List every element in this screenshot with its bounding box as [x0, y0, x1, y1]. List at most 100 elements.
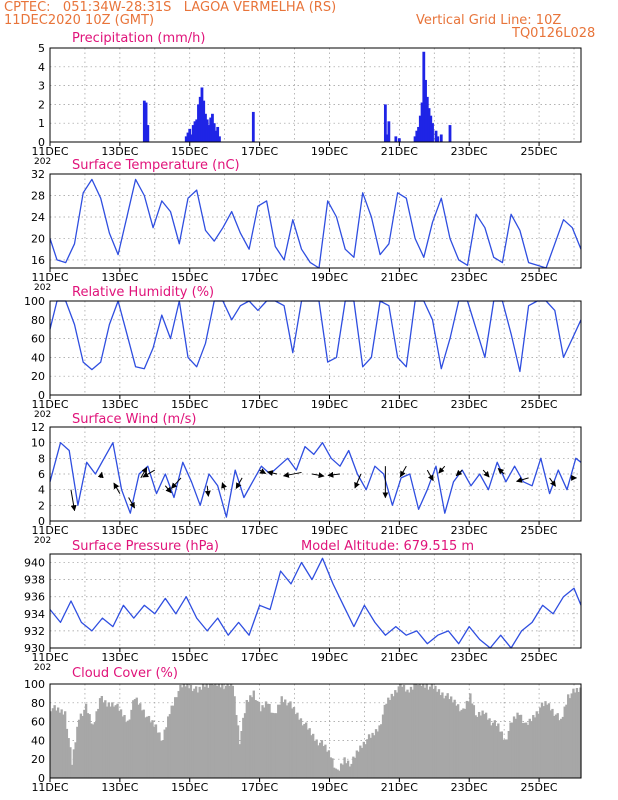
wind-xtick-label: 23DEC — [451, 524, 488, 537]
cloud-ytick-label: 20 — [31, 753, 45, 766]
cloud-bar — [329, 757, 332, 778]
cloud-bar — [463, 708, 467, 778]
cloud-bar — [385, 703, 388, 778]
cloud-bar — [469, 693, 472, 778]
cloud-bar — [135, 697, 138, 778]
cloud-bar — [151, 720, 154, 778]
precip-year-stub: 202 — [34, 157, 51, 167]
temp-ytick-label: 16 — [31, 254, 45, 267]
cloud-bar — [352, 756, 355, 778]
cloud-bar — [158, 732, 161, 778]
cloud-bar — [86, 713, 90, 778]
precip-bar — [434, 130, 438, 142]
precip-bar — [144, 102, 148, 142]
cloud-bar — [402, 684, 406, 778]
cloud-bar — [456, 704, 460, 778]
cloud-bar — [437, 689, 441, 778]
cloud-bar — [83, 709, 86, 778]
cloud-bar — [77, 719, 81, 778]
cloud-bar — [343, 757, 346, 778]
cloud-bar — [284, 699, 287, 778]
pressure-xtick-label: 25DEC — [521, 651, 558, 664]
cloud-bar — [63, 711, 67, 778]
cloud-bar — [91, 724, 95, 778]
cloud-bar — [512, 716, 516, 778]
cloud-bar — [306, 729, 310, 778]
precip-bar — [436, 136, 440, 142]
rh-year-stub: 202 — [34, 410, 51, 420]
cloud-bar — [102, 702, 105, 778]
rh-ytick-label: 20 — [31, 370, 45, 383]
pressure-ytick-label: 936 — [24, 591, 45, 604]
precip-bar — [204, 113, 207, 142]
precip-bar — [413, 136, 417, 142]
precip-bar — [188, 128, 192, 142]
wind-ytick-label: 0 — [38, 515, 45, 528]
cloud-bar — [511, 722, 514, 778]
cloud-bar — [278, 704, 282, 778]
cloud-bar — [308, 728, 311, 778]
cloud-bar — [526, 724, 530, 778]
cloud-bar — [72, 749, 76, 778]
header-station: CPTEC: 051:34W-28:31S LAGOA VERMELHA (RS… — [4, 0, 337, 15]
cloud-bar — [362, 741, 366, 778]
header-date: 11DEC2020 10Z (GMT) — [4, 13, 155, 28]
cloud-bar — [318, 742, 322, 778]
cloud-frame — [49, 683, 582, 779]
cloud-bar — [549, 710, 552, 778]
cloud-bar — [240, 731, 243, 778]
cloud-bar — [154, 724, 158, 778]
wind-vector-arrow — [327, 471, 341, 478]
cloud-bar — [205, 684, 208, 778]
cloud-bar — [137, 704, 140, 778]
cloud-bar — [436, 691, 439, 778]
cloud-bar — [254, 699, 257, 778]
cloud-bar — [312, 733, 315, 778]
cloud-bar — [399, 684, 402, 778]
wind-series-line — [49, 442, 582, 518]
cloud-bar — [196, 692, 200, 778]
wind-ytick-label: 2 — [38, 499, 45, 512]
precip-bar — [195, 119, 199, 142]
rh-xtick-label: 25DEC — [521, 398, 558, 411]
cloud-bar — [528, 718, 531, 778]
precip-bar — [424, 79, 427, 142]
cloud-bar — [156, 732, 159, 778]
temp-ytick-label: 24 — [31, 211, 45, 224]
cloud-bar — [247, 701, 250, 778]
cloud-bar — [231, 685, 235, 778]
cloud-bar — [277, 704, 280, 778]
cloud-bar — [497, 723, 500, 778]
precip-bar — [214, 130, 218, 142]
cloud-bar — [287, 702, 290, 778]
cloud-bar — [112, 706, 116, 778]
cloud-bar — [299, 718, 303, 778]
pressure-year-stub: 202 — [34, 663, 51, 673]
precip-bar — [216, 126, 220, 142]
cloud-bar — [537, 713, 540, 778]
cloud-bar — [168, 714, 172, 778]
temp-xtick-label: 13DEC — [101, 271, 138, 284]
cloud-bar — [427, 689, 430, 778]
rh-ytick-label: 80 — [31, 314, 45, 327]
cloud-bar — [439, 695, 442, 778]
pressure-series-line — [49, 557, 582, 649]
cloud-bar — [373, 735, 376, 778]
cloud-bar — [367, 734, 371, 778]
cloud-bar — [182, 684, 186, 778]
cloud-bar — [88, 714, 91, 778]
cloud-bar — [395, 692, 399, 778]
wind-vector-arrow — [70, 489, 77, 512]
precip-xtick-label: 19DEC — [311, 145, 348, 158]
cloud-bar — [348, 766, 352, 778]
precip-bar — [212, 123, 216, 142]
cloud-bar — [418, 684, 421, 778]
cloud-bar — [448, 699, 451, 778]
pressure-ytick-label: 932 — [24, 625, 45, 638]
cloud-bar — [406, 689, 409, 778]
cloud-bar — [105, 706, 109, 778]
cloud-bar — [467, 701, 470, 778]
rh-panel: 0 20 40 60 80 100 Relative Humidity (%) 11DEC 13… — [24, 285, 582, 420]
cloud-bar — [107, 702, 110, 778]
precip-bar — [385, 134, 389, 142]
